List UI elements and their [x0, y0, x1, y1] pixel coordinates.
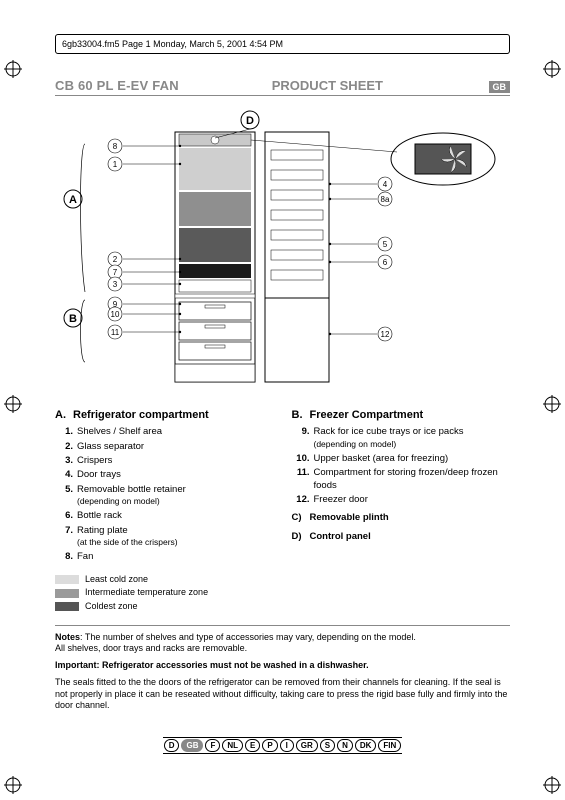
- model-title: CB 60 PL E-EV FAN: [55, 78, 272, 93]
- divider: [55, 625, 510, 626]
- list-item: 7.Rating plate(at the side of the crispe…: [77, 525, 274, 550]
- svg-text:12: 12: [381, 330, 390, 339]
- footer-languages: DGBFNLEPIGRSNDKFIN: [55, 735, 510, 754]
- header-bar: CB 60 PL E-EV FAN PRODUCT SHEET GB: [55, 78, 510, 96]
- crop-mark: [543, 60, 561, 78]
- section-a-title: Refrigerator compartment: [73, 409, 209, 421]
- list-item: 4.Door trays: [77, 469, 274, 481]
- lang-pill-gb: GB: [181, 739, 203, 752]
- lang-pill-i: I: [280, 739, 294, 752]
- crop-mark: [4, 60, 22, 78]
- subtitle: PRODUCT SHEET: [272, 78, 489, 93]
- svg-text:5: 5: [383, 240, 388, 249]
- notes-block: Notes: The number of shelves and type of…: [55, 632, 510, 712]
- section-a: A.Refrigerator compartment 1.Shelves / S…: [55, 408, 274, 615]
- page: 6gb33004.fm5 Page 1 Monday, March 5, 200…: [0, 0, 565, 800]
- crop-mark: [543, 395, 561, 413]
- svg-text:8: 8: [113, 142, 118, 151]
- crop-mark: [4, 776, 22, 794]
- lang-pill-e: E: [245, 739, 260, 752]
- section-d: D)Control panel: [292, 531, 511, 543]
- svg-text:1: 1: [113, 160, 118, 169]
- svg-text:2: 2: [113, 255, 118, 264]
- list-item: 10.Upper basket (area for freezing): [314, 453, 511, 465]
- list-item: 9.Rack for ice cube trays or ice packs(d…: [314, 426, 511, 451]
- section-c: C)Removable plinth: [292, 512, 511, 524]
- svg-text:7: 7: [113, 268, 118, 277]
- svg-text:3: 3: [113, 280, 118, 289]
- lang-pill-gr: GR: [296, 739, 318, 752]
- list-item: 11.Compartment for storing frozen/deep f…: [314, 467, 511, 492]
- notes-line1: : The number of shelves and type of acce…: [80, 632, 416, 642]
- svg-text:6: 6: [383, 258, 388, 267]
- crop-mark: [4, 395, 22, 413]
- page-header-box: 6gb33004.fm5 Page 1 Monday, March 5, 200…: [55, 34, 510, 54]
- list-item: 2.Glass separator: [77, 441, 274, 453]
- svg-text:8a: 8a: [381, 195, 390, 204]
- svg-text:4: 4: [383, 180, 388, 189]
- svg-text:10: 10: [111, 310, 120, 319]
- list-item: 1.Shelves / Shelf area: [77, 426, 274, 438]
- legend-row: Least cold zone: [55, 574, 274, 586]
- svg-text:A: A: [69, 194, 77, 206]
- notes-line2: All shelves, door trays and racks are re…: [55, 643, 247, 653]
- notes-label: Notes: [55, 632, 80, 642]
- temperature-legend: Least cold zoneIntermediate temperature …: [55, 574, 274, 613]
- list-item: 6.Bottle rack: [77, 510, 274, 522]
- lang-badge: GB: [489, 81, 511, 93]
- svg-text:11: 11: [111, 328, 120, 337]
- lang-pill-d: D: [164, 739, 180, 752]
- list-item: 8.Fan: [77, 551, 274, 563]
- lang-pill-p: P: [262, 739, 277, 752]
- lang-pill-f: F: [205, 739, 220, 752]
- legend-row: Coldest zone: [55, 601, 274, 613]
- section-b: B.Freezer Compartment 9.Rack for ice cub…: [292, 408, 511, 615]
- content: CB 60 PL E-EV FAN PRODUCT SHEET GB A B D 8 1…: [55, 78, 510, 754]
- list-item: 12.Freezer door: [314, 494, 511, 506]
- page-header-text: 6gb33004.fm5 Page 1 Monday, March 5, 200…: [62, 39, 283, 49]
- legend-row: Intermediate temperature zone: [55, 587, 274, 599]
- seal-note: The seals fitted to the the doors of the…: [55, 677, 510, 712]
- lang-pill-nl: NL: [222, 739, 243, 752]
- lang-pill-s: S: [320, 739, 335, 752]
- svg-text:D: D: [246, 115, 254, 127]
- section-b-title: Freezer Compartment: [310, 409, 424, 421]
- crop-mark: [543, 776, 561, 794]
- list-item: 5.Removable bottle retainer(depending on…: [77, 484, 274, 509]
- lang-pill-n: N: [337, 739, 353, 752]
- lang-pill-dk: DK: [355, 739, 377, 752]
- list-item: 3.Crispers: [77, 455, 274, 467]
- sections: A.Refrigerator compartment 1.Shelves / S…: [55, 408, 510, 615]
- svg-text:B: B: [69, 313, 77, 325]
- lang-pill-fin: FIN: [378, 739, 401, 752]
- important-line: Important: Refrigerator accessories must…: [55, 660, 510, 672]
- appliance-diagram: ABD812739101148a5612: [55, 104, 510, 404]
